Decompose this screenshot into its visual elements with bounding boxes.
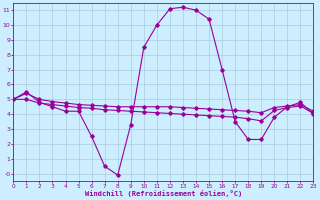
X-axis label: Windchill (Refroidissement éolien,°C): Windchill (Refroidissement éolien,°C): [85, 190, 242, 197]
